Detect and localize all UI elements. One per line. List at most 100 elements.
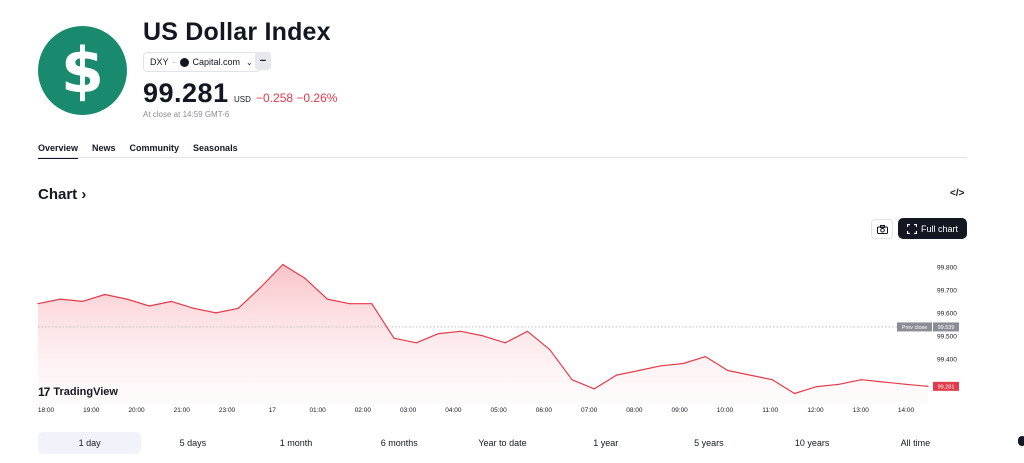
- price-point: [304, 277, 306, 279]
- x-tick-label: 23:00: [219, 407, 236, 414]
- y-tick-label: 99.800: [937, 264, 957, 271]
- range-1-day[interactable]: 1 day: [38, 432, 142, 454]
- price-point: [81, 300, 84, 302]
- price-point: [148, 305, 150, 307]
- full-chart-button[interactable]: Full chart: [898, 218, 967, 239]
- x-tick-label: 17: [269, 407, 277, 414]
- price-point: [237, 307, 239, 309]
- price-point: [549, 349, 551, 351]
- x-tick-label: 09:00: [672, 407, 689, 414]
- symbol-label: DXY: [150, 57, 169, 67]
- x-tick-label: 02:00: [355, 407, 372, 414]
- range-1-year[interactable]: 1 year: [593, 438, 619, 448]
- page-title: US Dollar Index: [143, 18, 331, 46]
- prev-close-value-box: [933, 322, 959, 332]
- price-point: [571, 379, 573, 381]
- y-tick-label: 99.500: [937, 333, 957, 340]
- scroll-handle[interactable]: [1018, 436, 1024, 446]
- price-point: [59, 298, 61, 300]
- x-tick-label: 07:00: [581, 407, 598, 414]
- range-5-years[interactable]: 5 years: [694, 438, 724, 448]
- tab-community[interactable]: Community: [129, 143, 180, 153]
- prev-close-label: Prev close: [902, 325, 928, 331]
- x-tick-label: 06:00: [536, 407, 553, 414]
- x-tick-label: 05:00: [490, 407, 507, 414]
- x-tick-label: 12:00: [807, 407, 824, 414]
- chart-heading-label: Chart: [38, 186, 78, 203]
- x-tick-label: 01:00: [309, 407, 326, 414]
- price-point: [259, 286, 262, 289]
- tabs-divider: [38, 157, 967, 158]
- price-point: [282, 263, 284, 266]
- change-value: −0.258: [256, 91, 294, 105]
- full-chart-label: Full chart: [920, 223, 958, 234]
- price-point: [615, 374, 618, 376]
- price-point: [860, 379, 862, 381]
- x-tick-label: 03:00: [400, 407, 417, 414]
- range-10-years[interactable]: 10 years: [794, 438, 830, 448]
- price-point: [326, 298, 328, 300]
- change-percent: −0.26%: [296, 91, 338, 105]
- x-tick-label: 19:00: [83, 407, 100, 414]
- price-point: [482, 335, 484, 337]
- fullscreen-icon: [906, 223, 917, 234]
- price-point: [593, 388, 595, 390]
- last-price-label: 99.281: [938, 385, 955, 391]
- x-tick-label: 20:00: [128, 407, 145, 414]
- price-point: [816, 385, 818, 388]
- price-point: [793, 392, 796, 395]
- price-point: [126, 298, 128, 300]
- price-point: [749, 374, 751, 376]
- tab-overview[interactable]: Overview: [38, 143, 79, 159]
- price-point: [660, 365, 662, 367]
- range-all-time[interactable]: All time: [900, 438, 931, 448]
- page-tabs: Overview News Community Seasonals: [38, 143, 252, 159]
- price-point: [638, 369, 640, 372]
- price-point: [927, 385, 929, 387]
- chevron-right-icon: ›: [81, 186, 87, 203]
- price-point: [460, 330, 462, 332]
- price-chart[interactable]: 99.800 99.700 99.600 99.500 99.400 18:00 19:00…: [0, 245, 1024, 420]
- camera-icon: [876, 224, 888, 234]
- separator-dot: ·: [172, 57, 176, 67]
- price-point: [371, 303, 373, 305]
- price-point: [905, 383, 907, 385]
- range-year-to-date[interactable]: Year to date: [478, 438, 527, 448]
- tradingview-logo[interactable]: 17 TradingView: [38, 385, 118, 399]
- y-tick-label: 99.400: [937, 356, 957, 363]
- symbol-source-selector[interactable]: DXY · Capital.com ⌄: [143, 52, 260, 72]
- x-tick-label: 21:00: [174, 407, 191, 414]
- x-tick-label: 10:00: [717, 407, 734, 414]
- range-6-months[interactable]: 6 months: [380, 438, 418, 448]
- price-point: [526, 330, 529, 332]
- chart-heading-link[interactable]: Chart ›: [38, 186, 86, 203]
- range-1-month[interactable]: 1 month: [279, 438, 313, 448]
- range-5-days[interactable]: 5 days: [179, 438, 207, 448]
- tab-seasonals[interactable]: Seasonals: [193, 143, 238, 153]
- y-tick-label: 99.600: [937, 310, 957, 317]
- price-point: [882, 381, 885, 383]
- x-tick-label: 18:00: [38, 407, 55, 414]
- last-price-box: [933, 381, 959, 391]
- price-point: [104, 293, 106, 296]
- price-point: [415, 342, 417, 344]
- snapshot-button[interactable]: [871, 219, 893, 239]
- currency-label: USD: [234, 95, 251, 104]
- embed-code-icon[interactable]: </>: [950, 188, 965, 199]
- prev-close-value: 99.539: [938, 325, 955, 331]
- price-point: [682, 362, 684, 365]
- tab-news[interactable]: News: [92, 143, 116, 153]
- price-point: [37, 303, 39, 305]
- price-point: [170, 300, 173, 302]
- close-time-note: At close at 14:59 GMT-6: [143, 110, 230, 119]
- price-point: [771, 379, 773, 381]
- minus-button[interactable]: −: [255, 52, 271, 70]
- price-point: [393, 337, 395, 339]
- price-value: 99.281: [143, 78, 229, 108]
- tradingview-mark-icon: 17: [38, 385, 50, 399]
- capital-com-icon: [179, 57, 189, 67]
- price-point: [504, 342, 506, 344]
- chevron-down-icon: ⌄: [246, 57, 253, 67]
- time-range-selector: 1 day 5 days 1 month 6 months Year to da…: [38, 432, 967, 454]
- price-point: [838, 383, 840, 385]
